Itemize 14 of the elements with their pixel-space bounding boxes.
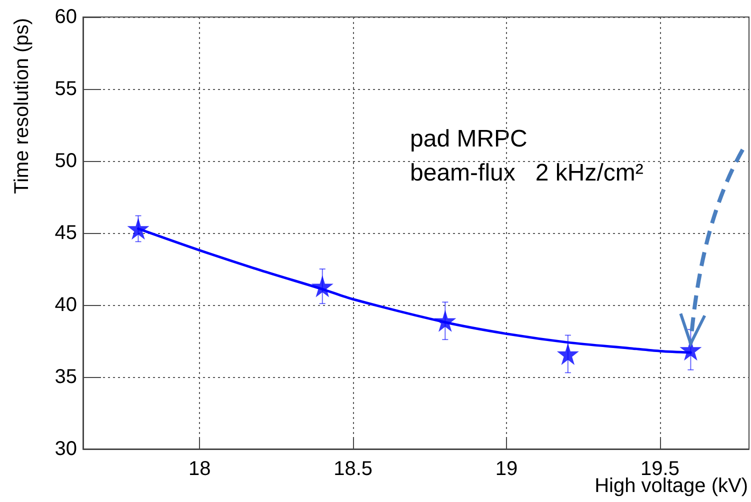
x-axis-title: High voltage (kV) (594, 475, 748, 497)
y-tick-label: 55 (54, 78, 77, 100)
x-tick-label: 18 (188, 458, 211, 480)
annotation: pad MRPC (410, 126, 528, 152)
x-tick-label: 18.5 (334, 458, 373, 480)
y-tick-label: 40 (54, 294, 77, 316)
y-tick-label: 60 (54, 6, 77, 28)
y-tick-label: 30 (54, 438, 77, 460)
x-tick-label: 19 (495, 458, 518, 480)
y-tick-label: 50 (54, 150, 77, 172)
y-tick-label: 35 (54, 366, 77, 388)
annotation: beam-flux 2 kHz/cm² (410, 160, 644, 186)
y-tick-label: 45 (54, 222, 77, 244)
y-axis-title: Time resolution (ps) (11, 18, 33, 194)
